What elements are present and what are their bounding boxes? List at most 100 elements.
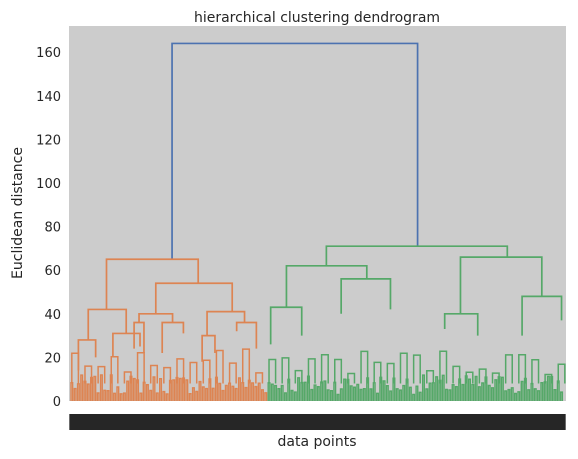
leaf-merge [126, 380, 130, 401]
link-right-a1 [269, 306, 303, 345]
link-right-top [325, 245, 509, 266]
leaf-merge [162, 390, 166, 401]
link-left-b1 [138, 312, 174, 323]
leaf-merge [494, 379, 498, 401]
mid-merge [97, 365, 106, 384]
mid-merge [557, 363, 566, 384]
link-right-b1 [443, 312, 479, 336]
leaf-merge [106, 389, 110, 401]
leaf-merge [159, 378, 163, 401]
mid-merge [71, 352, 80, 384]
mid-merge [228, 362, 237, 384]
leaf-merge [139, 392, 143, 401]
leaf-labels [69, 414, 566, 430]
leaf-merge [260, 389, 264, 401]
leaf-merge [510, 387, 514, 401]
leaf-merge [418, 391, 422, 401]
y-tick-label: 140 [36, 90, 61, 105]
mid-merge [136, 351, 145, 384]
mid-merge [268, 358, 277, 384]
leaf-merge [297, 377, 301, 401]
leaf-merge [198, 380, 202, 401]
y-tick-label: 60 [44, 264, 61, 279]
leaf-merge [474, 375, 478, 401]
mid-merge [255, 372, 264, 384]
leaf-merge [530, 382, 534, 401]
leaf-merge [369, 388, 373, 401]
leaf-merge [224, 384, 228, 401]
link-right-a2 [340, 278, 392, 314]
leaf-merge [96, 392, 100, 401]
leaf-merge [467, 378, 472, 401]
leaf-merge [323, 380, 327, 401]
leaf-merge [398, 389, 403, 401]
leaf-merge [116, 386, 120, 401]
leaf-merge [316, 386, 320, 401]
mid-merge [241, 348, 251, 384]
leaf-merge [119, 393, 123, 401]
leaf-merge [290, 389, 294, 401]
leaf-merge [461, 383, 465, 401]
link-left-b1a [133, 321, 145, 354]
leaf-merge [546, 375, 550, 401]
leaf-merge [231, 385, 235, 401]
mid-merge [531, 358, 540, 384]
leaf-merge [517, 391, 521, 401]
leaf-merge [339, 388, 343, 401]
mid-merge [360, 350, 369, 384]
leaf-merge [185, 379, 189, 401]
mid-merge [123, 371, 132, 384]
leaf-merge [73, 387, 77, 401]
leaf-merge [80, 374, 84, 401]
leaf-merge [349, 385, 353, 401]
leaf-merge [412, 393, 416, 401]
mid-merge [504, 354, 513, 384]
link-right-b [459, 256, 543, 314]
leaf-merge [205, 387, 209, 401]
leaf-merge [428, 382, 432, 401]
leaf-merge [254, 385, 258, 401]
leaf-merge [435, 376, 439, 401]
leaf-merge [336, 393, 340, 401]
leaf-merge [251, 382, 255, 401]
leaf-merge [178, 377, 182, 401]
leaf-merge [487, 384, 491, 401]
dendrogram-links [70, 42, 566, 401]
leaf-merge [132, 377, 136, 401]
mid-merge [465, 371, 474, 384]
y-tick-label: 0 [53, 395, 61, 410]
leaf-merge [234, 387, 238, 401]
leaf-merge [211, 387, 215, 401]
link-right-a [285, 264, 368, 308]
mid-merge [163, 366, 172, 384]
leaf-merge [481, 382, 485, 401]
leaf-merge [441, 374, 445, 401]
mid-merge [189, 361, 198, 384]
mid-merge [202, 359, 211, 384]
y-tick-label: 120 [36, 133, 61, 148]
leaf-merge [395, 388, 399, 401]
link-left-top [105, 258, 200, 310]
leaf-merge [149, 389, 153, 401]
link-right-b2 [521, 295, 563, 336]
leaf-merge [303, 381, 307, 401]
leaf-merge [553, 388, 557, 401]
plot-background [69, 26, 566, 401]
leaf-merge [93, 375, 97, 401]
leaf-merge [221, 389, 225, 401]
leaf-merge [537, 390, 541, 401]
leaf-merge [514, 392, 518, 401]
leaf-merge [389, 390, 393, 401]
x-axis-label: data points [278, 434, 357, 450]
leaf-merge [310, 388, 314, 401]
leaf-merge [201, 386, 205, 401]
leaf-merge [500, 376, 504, 401]
leaf-merge [191, 387, 195, 401]
y-tick-label: 100 [36, 177, 61, 192]
mid-merge [149, 364, 159, 384]
leaf-merge [507, 388, 511, 401]
leaf-merge [122, 392, 126, 401]
leaf-merge [152, 376, 156, 401]
link-left-b2a [201, 334, 216, 362]
